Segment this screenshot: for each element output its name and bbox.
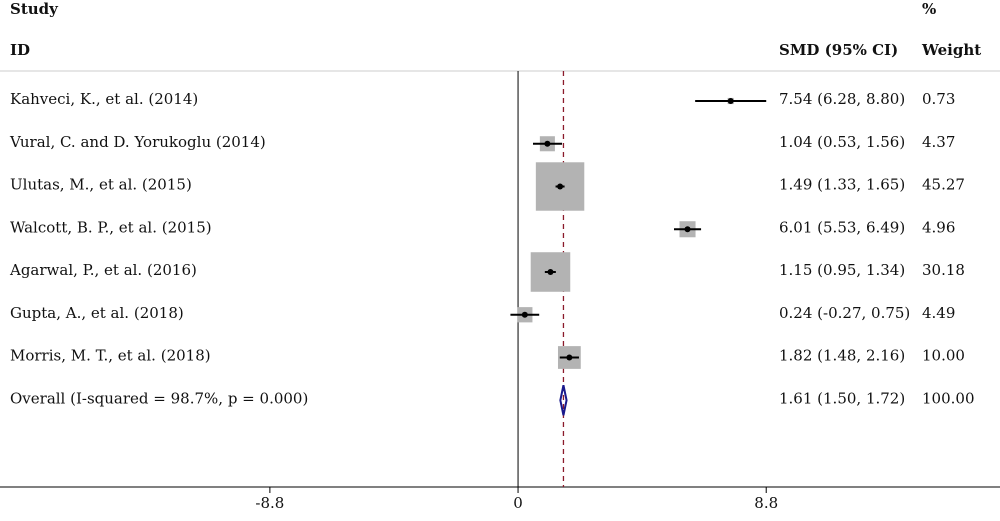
effect-label: 1.15 (0.95, 1.34) — [779, 261, 905, 279]
header-weight: Weight — [921, 41, 981, 59]
effect-label: 1.82 (1.48, 2.16) — [779, 347, 905, 365]
weight-label: 4.49 — [922, 304, 955, 322]
study-label: Agarwal, P., et al. (2016) — [9, 261, 197, 279]
x-tick-label: 0 — [513, 494, 523, 512]
effect-label: 1.49 (1.33, 1.65) — [779, 176, 905, 194]
weight-label: 10.00 — [922, 347, 965, 365]
overall-diamond — [559, 385, 568, 416]
study-label: Morris, M. T., et al. (2018) — [10, 347, 211, 365]
point-estimate — [544, 140, 551, 147]
weight-label: 45.27 — [922, 176, 965, 194]
header-effect: SMD (95% CI) — [779, 41, 898, 59]
weight-label: 4.96 — [922, 218, 955, 236]
study-label: Kahveci, K., et al. (2014) — [10, 90, 198, 108]
overall-effect-label: 1.61 (1.50, 1.72) — [779, 389, 905, 407]
point-estimate — [547, 269, 554, 275]
header-pct: % — [922, 0, 936, 18]
point-estimate — [727, 98, 734, 104]
x-tick-label: -8.8 — [255, 494, 284, 512]
weight-label: 4.37 — [922, 133, 955, 151]
effect-label: 0.24 (-0.27, 0.75) — [779, 304, 910, 322]
weight-label: 30.18 — [922, 261, 965, 279]
overall-weight-label: 100.00 — [922, 389, 975, 407]
point-estimate — [566, 354, 573, 361]
header-id: ID — [10, 41, 30, 59]
study-label: Vural, C. and D. Yorukoglu (2014) — [9, 133, 266, 151]
overall-label: Overall (I-squared = 98.7%, p = 0.000) — [10, 389, 308, 407]
study-label: Gupta, A., et al. (2018) — [10, 304, 184, 322]
x-tick-label: 8.8 — [754, 494, 778, 512]
weight-label: 0.73 — [922, 90, 955, 108]
point-estimate — [557, 183, 564, 190]
header-study: Study — [10, 0, 59, 18]
point-estimate — [521, 311, 528, 318]
study-label: Ulutas, M., et al. (2015) — [10, 176, 192, 194]
effect-label: 7.54 (6.28, 8.80) — [779, 90, 905, 108]
study-label: Walcott, B. P., et al. (2015) — [10, 218, 212, 236]
effect-label: 1.04 (0.53, 1.56) — [779, 133, 905, 151]
effect-label: 6.01 (5.53, 6.49) — [779, 218, 905, 236]
point-estimate — [684, 226, 691, 233]
